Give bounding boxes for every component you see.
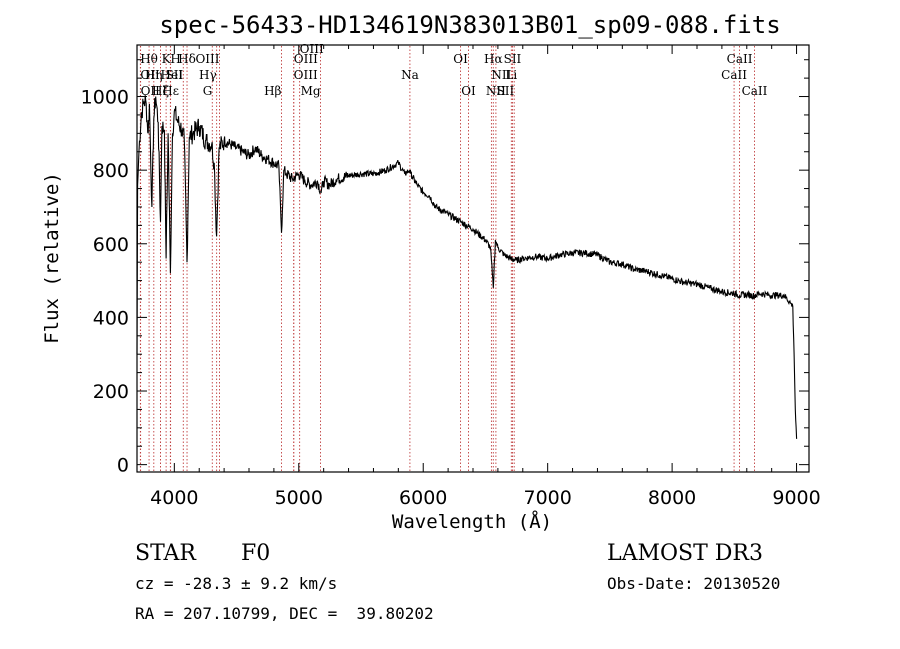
line-label: CaII: [742, 84, 768, 98]
line-label: SII: [504, 52, 522, 66]
y-tick-label: 1000: [81, 87, 129, 109]
chart-title: spec-56433-HD134619N383013B01_sp09-088.f…: [159, 11, 780, 39]
survey-name: LAMOST DR3: [607, 541, 763, 566]
line-label: OII: [141, 84, 161, 98]
redshift-cz: cz = -28.3 ± 9.2 km/s: [135, 574, 337, 593]
line-label: Hγ: [199, 68, 217, 82]
line-label: OIII: [195, 52, 219, 66]
line-label: Li: [505, 68, 517, 82]
line-label: Na: [401, 68, 419, 82]
line-label: OII: [140, 68, 160, 82]
object-class: STAR: [135, 541, 197, 566]
y-tick-label: 600: [93, 234, 129, 256]
line-label: OIII: [300, 42, 324, 56]
y-axis-ticks: 0 200 400 600 800 1000: [81, 59, 809, 477]
line-label: OIII: [294, 68, 318, 82]
spectral-subclass: F0: [241, 541, 270, 566]
line-label: OI: [453, 52, 468, 66]
line-label: CaII: [727, 52, 753, 66]
line-label: NII: [486, 84, 506, 98]
x-axis-ticks: 4000 5000 6000 7000 8000 9000: [150, 45, 821, 509]
coordinates: RA = 207.10799, DEC = 39.80202: [135, 604, 434, 623]
y-tick-label: 400: [93, 307, 129, 329]
line-label: Hδ: [178, 52, 196, 66]
spectral-line-markers: [139, 46, 755, 471]
x-tick-label: 8000: [648, 487, 696, 509]
line-label: Hη: [145, 68, 163, 82]
y-axis-label: Flux (relative): [41, 172, 63, 344]
line-label: OI: [461, 84, 476, 98]
line-label: Mg: [301, 84, 321, 98]
line-label: G: [203, 84, 213, 98]
y-tick-label: 0: [117, 455, 129, 477]
line-label: K: [162, 52, 172, 66]
x-axis-label: Wavelength (Å): [392, 510, 552, 533]
line-label: NII: [491, 68, 511, 82]
line-label: Hθ: [140, 52, 158, 66]
line-label: OIII: [294, 52, 318, 66]
line-label: Hα: [484, 52, 503, 66]
line-label: HeI: [161, 68, 184, 82]
line-label: Hβ: [264, 84, 281, 98]
x-tick-label: 4000: [150, 487, 198, 509]
observation-date: Obs-Date: 20130520: [607, 574, 780, 593]
line-label: SII: [166, 68, 184, 82]
line-label: Hζ: [152, 84, 169, 98]
x-tick-label: 7000: [523, 487, 571, 509]
line-label: SII: [496, 84, 514, 98]
plot-frame: [136, 44, 810, 473]
x-tick-label: 9000: [772, 487, 820, 509]
y-tick-label: 200: [93, 381, 129, 403]
x-tick-label: 6000: [399, 487, 447, 509]
line-label: H: [170, 52, 180, 66]
line-label: Hε: [162, 84, 179, 98]
spectrum-series: [136, 95, 798, 439]
line-label: CaII: [721, 68, 747, 82]
x-tick-label: 5000: [275, 487, 323, 509]
y-tick-label: 800: [93, 160, 129, 182]
